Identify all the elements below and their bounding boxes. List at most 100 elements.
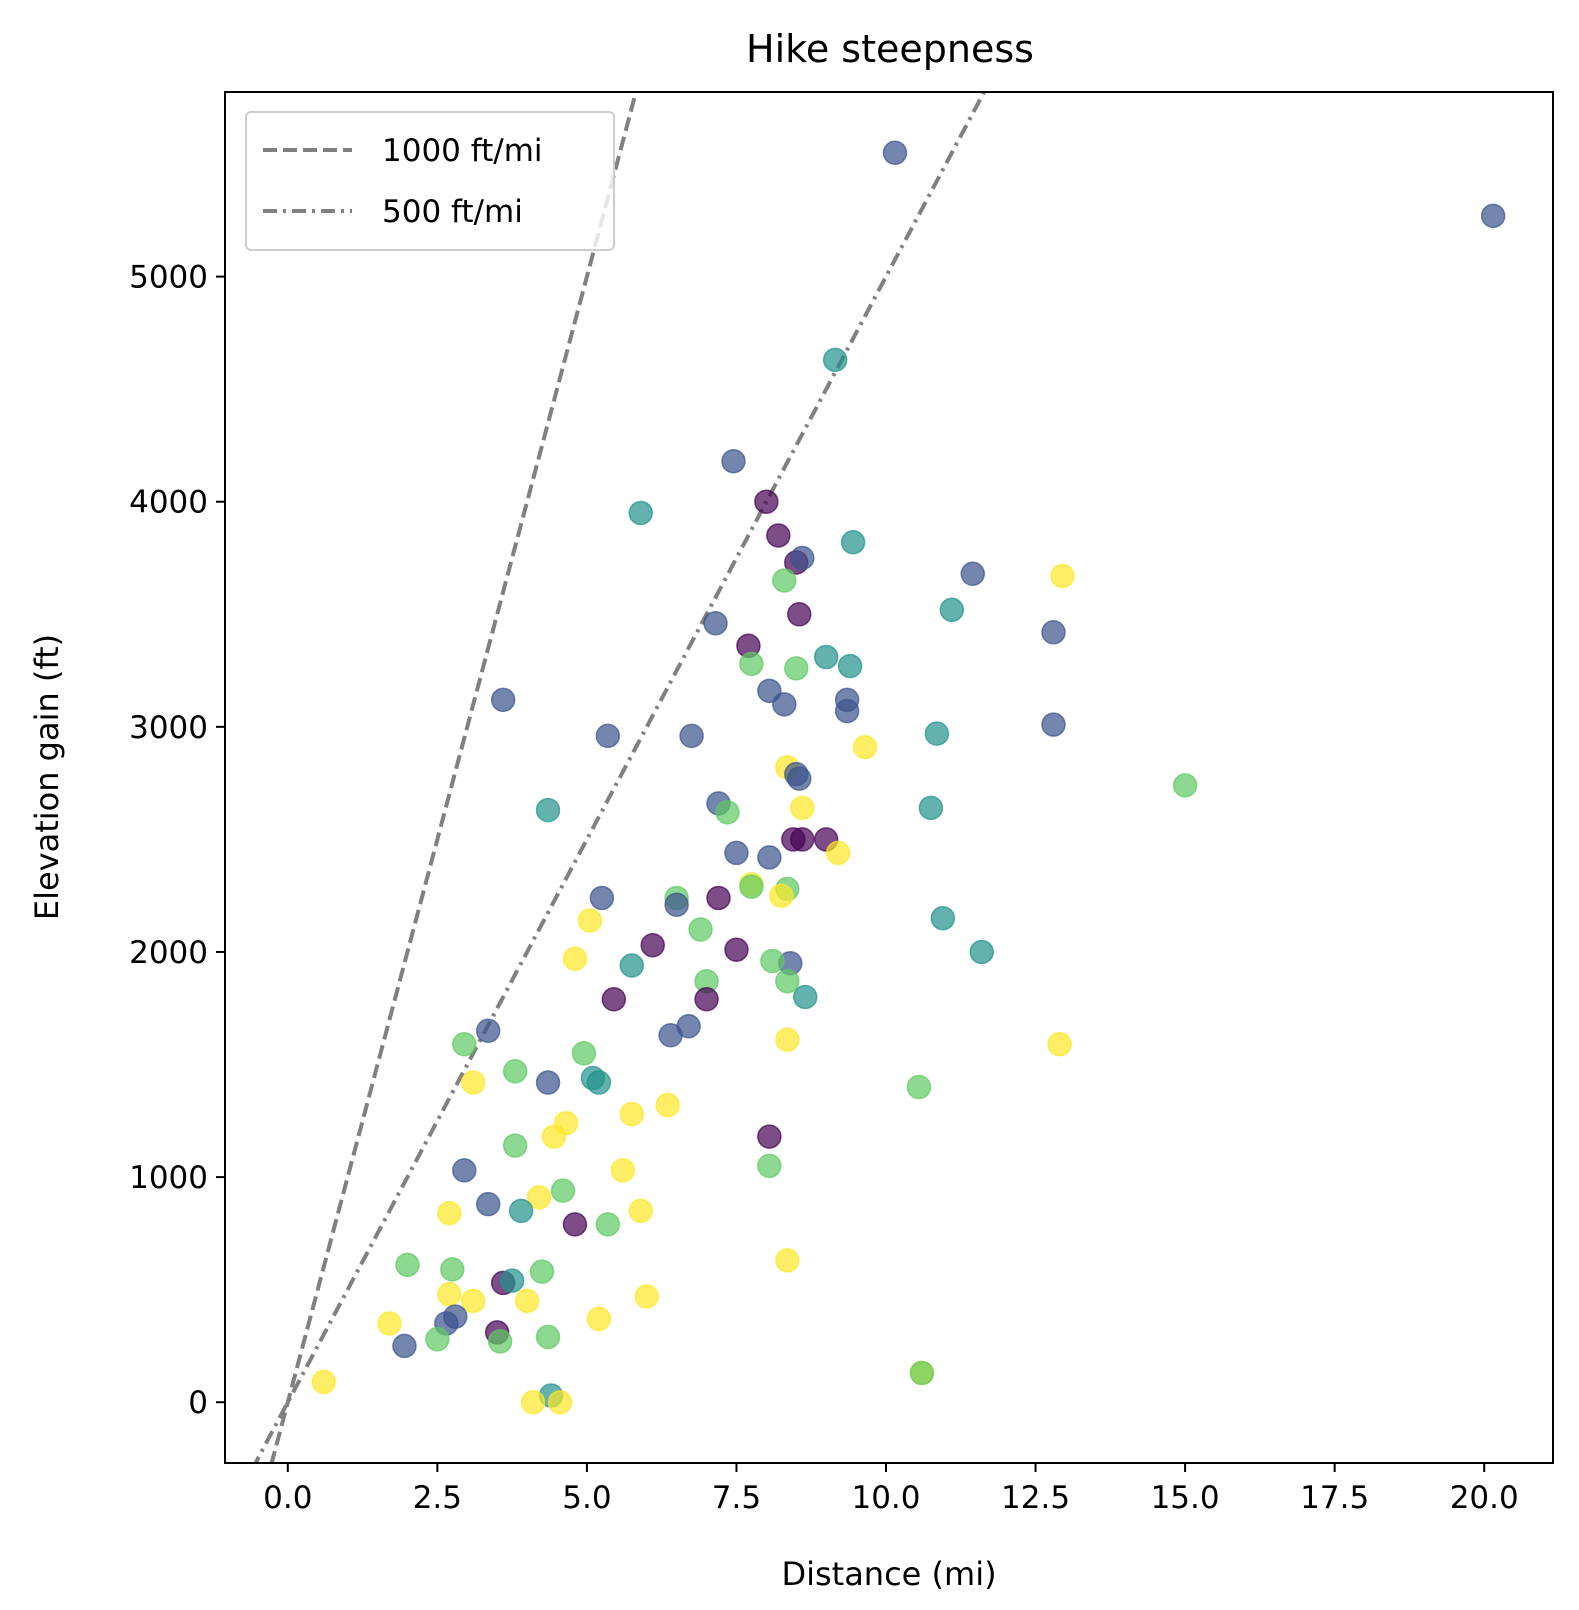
data-point bbox=[619, 1101, 645, 1127]
chart-title: Hike steepness bbox=[746, 27, 1034, 71]
x-tick-label: 7.5 bbox=[712, 1480, 761, 1516]
data-point bbox=[502, 1133, 528, 1158]
x-tick-label: 0.0 bbox=[263, 1480, 312, 1516]
data-point bbox=[475, 1018, 501, 1044]
data-point bbox=[437, 1281, 462, 1307]
data-point bbox=[754, 489, 779, 514]
data-point bbox=[787, 602, 812, 627]
y-tick-label: 4000 bbox=[129, 485, 208, 521]
data-point bbox=[775, 1027, 800, 1053]
data-point bbox=[757, 1124, 782, 1149]
data-point bbox=[562, 1212, 588, 1237]
data-point bbox=[595, 1212, 621, 1237]
data-point bbox=[628, 500, 653, 526]
legend: 1000 ft/mi 500 ft/mi bbox=[245, 111, 615, 251]
data-point bbox=[520, 1389, 546, 1415]
data-point bbox=[628, 1198, 653, 1224]
data-point bbox=[918, 795, 944, 821]
data-point bbox=[739, 651, 764, 677]
data-point bbox=[960, 561, 985, 587]
data-point bbox=[452, 1032, 477, 1057]
data-point bbox=[688, 917, 713, 942]
data-point bbox=[1480, 203, 1506, 229]
data-point bbox=[769, 883, 794, 908]
data-point bbox=[1050, 563, 1075, 589]
y-tick-label: 2000 bbox=[129, 935, 208, 971]
x-tick-label: 5.0 bbox=[562, 1480, 611, 1516]
y-axis-ticks: 0 1000 2000 3000 4000 5000 bbox=[129, 260, 225, 1421]
data-point bbox=[679, 723, 704, 749]
data-point bbox=[840, 529, 866, 555]
data-point bbox=[586, 1306, 612, 1332]
data-point bbox=[658, 1023, 683, 1048]
data-point bbox=[790, 827, 815, 852]
data-point bbox=[541, 1124, 567, 1149]
data-point bbox=[882, 140, 908, 166]
data-point bbox=[610, 1158, 636, 1183]
y-axis-label: Elevation gain (ft) bbox=[28, 634, 66, 920]
reference-line-1 bbox=[269, 92, 639, 1463]
data-point bbox=[586, 1070, 612, 1095]
data-point bbox=[739, 874, 764, 899]
legend-box bbox=[245, 111, 615, 251]
data-point bbox=[909, 1360, 935, 1386]
data-point bbox=[1172, 773, 1198, 798]
y-tick-label: 3000 bbox=[129, 710, 208, 746]
data-point bbox=[787, 766, 812, 791]
data-point bbox=[813, 644, 839, 670]
data-point bbox=[655, 1092, 680, 1118]
data-point bbox=[775, 1248, 800, 1273]
data-point bbox=[595, 723, 621, 749]
data-point bbox=[772, 692, 797, 717]
data-point bbox=[311, 1369, 336, 1395]
data-point bbox=[461, 1070, 486, 1095]
data-point bbox=[425, 1326, 450, 1352]
data-point bbox=[939, 597, 965, 623]
reference-line-2 bbox=[253, 92, 987, 1463]
y-tick-label: 1000 bbox=[129, 1160, 208, 1196]
data-point bbox=[562, 946, 588, 971]
data-points bbox=[311, 140, 1506, 1415]
data-point bbox=[775, 968, 800, 994]
x-axis-label: Distance (mi) bbox=[781, 1555, 996, 1593]
data-point bbox=[577, 908, 603, 933]
plot-frame bbox=[224, 91, 1554, 1464]
x-axis-ticks: 0.0 2.5 5.0 7.5 10.0 12.5 15.0 17.5 20.0 bbox=[263, 1463, 1519, 1516]
data-point bbox=[490, 687, 516, 713]
data-point bbox=[440, 1257, 465, 1282]
data-point bbox=[930, 905, 956, 931]
data-point bbox=[822, 347, 848, 373]
data-point bbox=[535, 797, 561, 823]
x-tick-label: 17.5 bbox=[1300, 1480, 1369, 1516]
data-point bbox=[664, 892, 689, 917]
data-point bbox=[395, 1252, 420, 1278]
data-point bbox=[852, 734, 878, 760]
data-point bbox=[837, 653, 863, 679]
x-tick-label: 20.0 bbox=[1450, 1480, 1519, 1516]
data-point bbox=[772, 568, 797, 593]
reference-lines bbox=[253, 92, 987, 1463]
x-tick-label: 10.0 bbox=[851, 1480, 920, 1516]
data-point bbox=[757, 1153, 782, 1179]
data-point bbox=[703, 611, 728, 636]
x-tick-label: 2.5 bbox=[413, 1480, 462, 1516]
data-point bbox=[924, 721, 950, 746]
data-point bbox=[766, 523, 791, 548]
data-point bbox=[715, 800, 740, 825]
x-tick-label: 15.0 bbox=[1151, 1480, 1220, 1516]
data-point bbox=[499, 1268, 525, 1293]
data-point bbox=[508, 1198, 534, 1224]
data-point bbox=[547, 1389, 573, 1415]
data-point bbox=[1047, 1032, 1072, 1057]
x-tick-label: 12.5 bbox=[1001, 1480, 1070, 1516]
data-point bbox=[571, 1041, 597, 1066]
data-point bbox=[784, 656, 809, 681]
data-point bbox=[529, 1259, 555, 1284]
data-point bbox=[969, 939, 994, 965]
data-point bbox=[452, 1158, 477, 1183]
data-point bbox=[640, 932, 665, 958]
legend-label-1: 1000 ft/mi bbox=[382, 133, 543, 169]
data-point bbox=[724, 840, 749, 866]
data-point bbox=[825, 840, 851, 866]
